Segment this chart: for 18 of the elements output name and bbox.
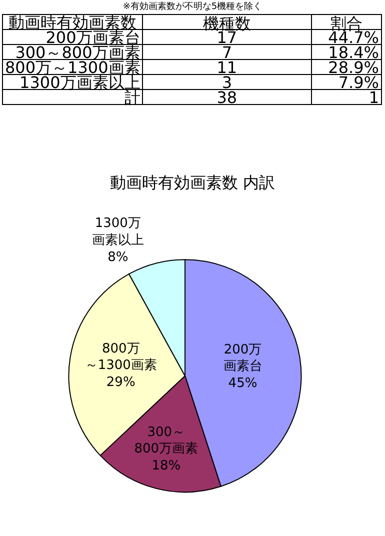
data-label: 28.9% — [311, 58, 382, 76]
chart-title: 動画時有効画素数 内訳 — [110, 173, 276, 192]
data-label: 7.9% — [311, 72, 382, 92]
data-label: 3 — [142, 72, 312, 92]
data-label: 1 — [311, 88, 382, 106]
text: ※有効画素数が不明な5機種を除く — [122, 0, 264, 14]
slice-label: 300～800万画素 — [134, 424, 198, 457]
data-label: 7 — [142, 42, 312, 62]
data-label: 11 — [142, 58, 312, 76]
data-label: 18.4% — [311, 42, 382, 62]
data-label: 18% — [152, 458, 181, 474]
data-label: 38 — [142, 88, 312, 106]
data-label: 29% — [106, 375, 136, 390]
slice-label: 1300万画素以上 — [92, 216, 144, 248]
data-label: 8% — [108, 250, 128, 265]
slice-label: 800万～1300画素 — [84, 341, 157, 374]
slice-label: 200万画素台 — [223, 342, 262, 374]
data-label: 45% — [228, 376, 258, 392]
